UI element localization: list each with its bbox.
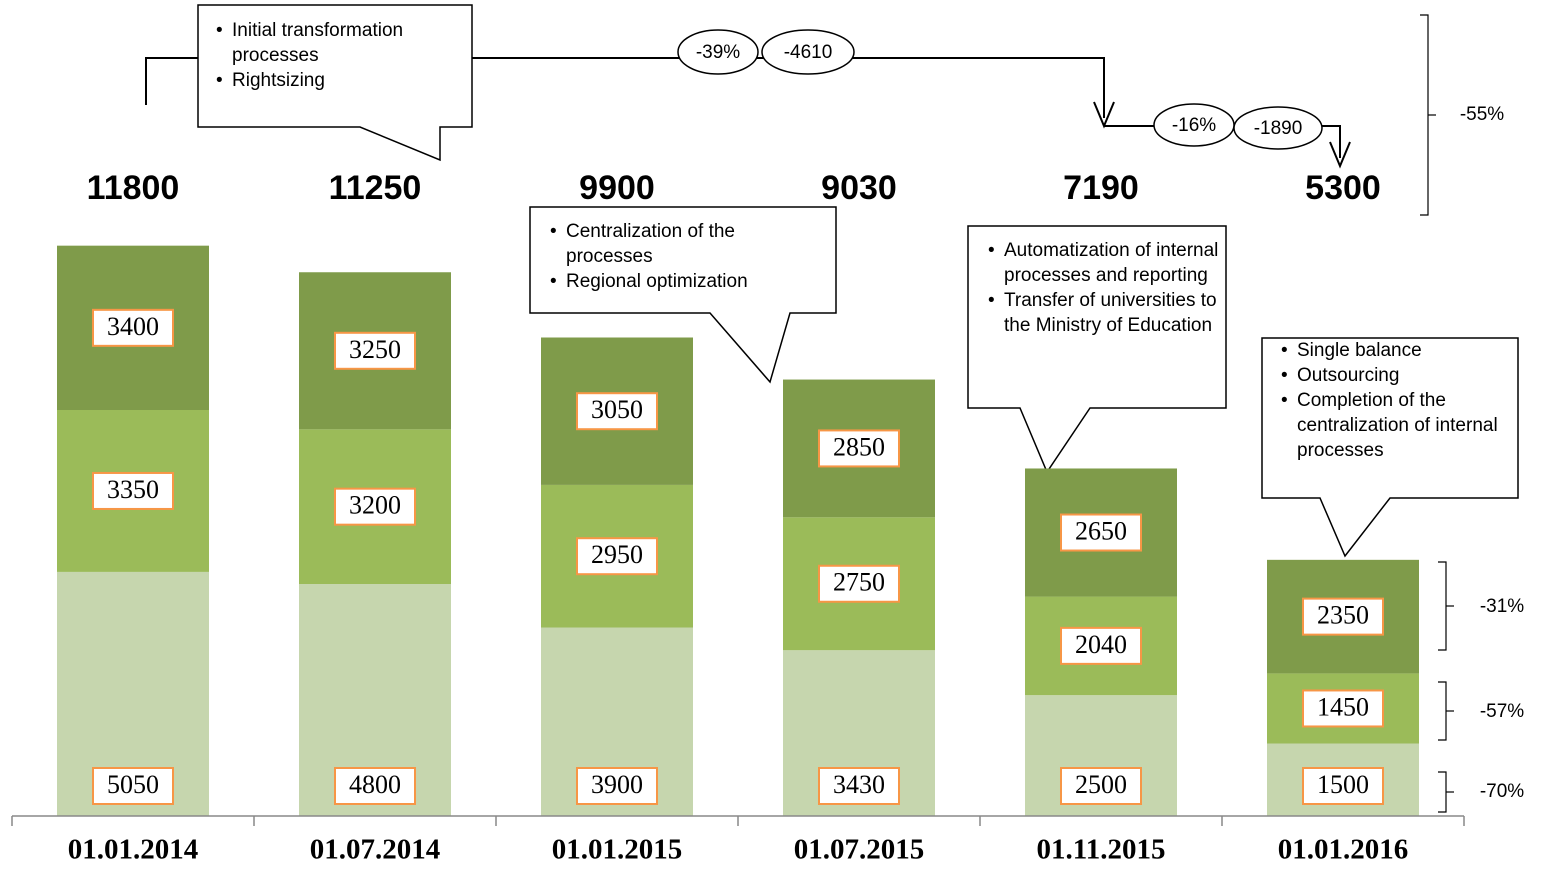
value-label-box (1302, 689, 1384, 728)
value-label-box (334, 767, 416, 805)
callout-text: Automatization of internal processes and… (984, 238, 1220, 338)
callout-item: Single balance (1281, 338, 1513, 363)
flow-line (145, 57, 1105, 118)
callout-list: Initial transformation processesRightsiz… (212, 18, 462, 93)
value-label-box (818, 767, 900, 805)
value-label-box (1060, 626, 1142, 665)
total-label: 11250 (329, 169, 422, 207)
x-tick-label: 01.01.2014 (68, 834, 199, 866)
value-label: 1500 (1317, 770, 1369, 799)
brace-label: -57% (1480, 701, 1524, 722)
change-label: -1890 (1254, 118, 1303, 139)
callout-item: Centralization of the processes (550, 219, 826, 269)
value-label-box (1302, 767, 1384, 805)
total-label: 11800 (87, 169, 180, 207)
value-label-box (92, 471, 174, 510)
ellipse (677, 29, 759, 75)
value-label-box (1302, 597, 1384, 636)
value-label: 2350 (1317, 601, 1369, 630)
value-label: 3430 (833, 770, 885, 799)
brace (1420, 14, 1429, 216)
value-label-box (818, 564, 900, 603)
x-tick-label: 01.01.2015 (552, 834, 683, 866)
value-label-box (334, 487, 416, 526)
value-label: 3250 (349, 335, 401, 364)
value-label-box (576, 767, 658, 805)
brace-label: -55% (1460, 104, 1504, 125)
callout-item: Transfer of universities to the Ministry… (988, 288, 1220, 338)
ellipse (1233, 106, 1323, 150)
brace (1438, 681, 1447, 741)
change-label: -16% (1172, 115, 1216, 136)
value-label: 4800 (349, 770, 401, 799)
value-label: 2850 (833, 432, 885, 461)
x-tick-label: 01.11.2015 (1037, 834, 1166, 866)
value-label: 3200 (349, 491, 401, 520)
value-label: 3050 (591, 395, 643, 424)
total-label: 5300 (1305, 169, 1381, 207)
value-label-box (1060, 513, 1142, 552)
callout-item: Automatization of internal processes and… (988, 238, 1220, 288)
change-label: -39% (696, 42, 740, 63)
value-label: 1450 (1317, 692, 1369, 721)
value-label: 2650 (1075, 516, 1127, 545)
callout-list: Single balanceOutsourcingCompletion of t… (1277, 338, 1513, 463)
total-label: 9030 (821, 169, 897, 207)
brace-label: -70% (1480, 781, 1524, 802)
callout-item: Rightsizing (216, 68, 462, 93)
value-label-box (92, 308, 174, 347)
brace (1438, 561, 1447, 651)
braces (1420, 14, 1454, 813)
value-label: 2040 (1075, 630, 1127, 659)
value-label-box (1060, 767, 1142, 805)
callout-text: Centralization of the processesRegional … (546, 219, 826, 294)
change-label: -4610 (784, 42, 833, 63)
value-label-box (576, 537, 658, 576)
brace (1438, 771, 1447, 813)
callout-list: Centralization of the processesRegional … (546, 219, 826, 294)
value-label: 3400 (107, 312, 159, 341)
value-label: 2750 (833, 568, 885, 597)
value-label: 3350 (107, 475, 159, 504)
brace-label: -31% (1480, 596, 1524, 617)
value-label-box (92, 767, 174, 805)
callout-text: Initial transformation processesRightsiz… (212, 18, 462, 93)
callout-text: Single balanceOutsourcingCompletion of t… (1277, 338, 1513, 463)
value-label: 2950 (591, 540, 643, 569)
callout-item: Outsourcing (1281, 363, 1513, 388)
ellipse (761, 29, 855, 75)
callout-item: Initial transformation processes (216, 18, 462, 68)
total-label: 7190 (1063, 169, 1139, 207)
value-label: 2500 (1075, 770, 1127, 799)
value-label-box (576, 392, 658, 431)
callout-item: Completion of the centralization of inte… (1281, 388, 1513, 463)
x-tick-label: 01.01.2016 (1278, 834, 1409, 866)
value-label-box (818, 429, 900, 468)
callout-item: Regional optimization (550, 269, 826, 294)
total-label: 9900 (579, 169, 655, 207)
x-tick-label: 01.07.2014 (310, 834, 441, 866)
x-tick-label: 01.07.2015 (794, 834, 925, 866)
change-ellipses (677, 29, 1323, 150)
value-label-box (334, 331, 416, 370)
value-label: 3900 (591, 770, 643, 799)
callout-list: Automatization of internal processes and… (984, 238, 1220, 338)
value-label: 5050 (107, 770, 159, 799)
arrow-head (1329, 141, 1351, 169)
